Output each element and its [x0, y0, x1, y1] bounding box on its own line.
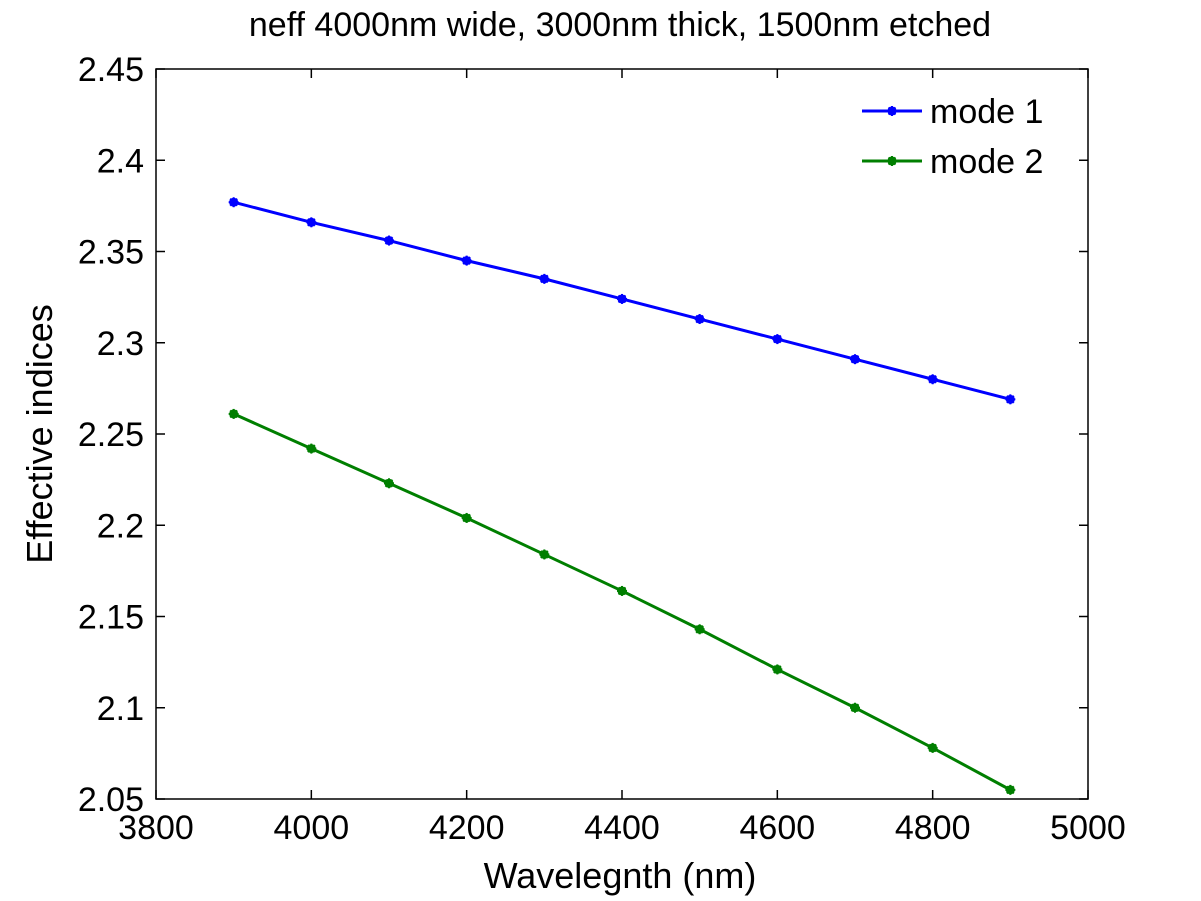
data-point [772, 334, 783, 345]
legend-marker [887, 156, 897, 166]
y-axis-label: Effective indices [19, 304, 60, 563]
y-tick-label: 2.35 [78, 234, 144, 272]
y-tick-label: 2.3 [97, 325, 144, 363]
y-tick-label: 2.2 [97, 507, 144, 545]
y-tick-label: 2.15 [78, 599, 144, 637]
x-tick-label: 3800 [118, 809, 194, 847]
data-point [228, 408, 239, 419]
y-tick-label: 2.1 [97, 690, 144, 728]
data-point [539, 273, 550, 284]
y-tick-label: 2.25 [78, 416, 144, 454]
x-tick-label: 4600 [740, 809, 816, 847]
legend: mode 1 mode 2 [862, 93, 1043, 181]
legend-item-1: mode 1 [862, 93, 1043, 131]
x-axis-ticks: 3800 4000 4200 4400 4600 4800 5000 [118, 69, 1126, 847]
data-point [850, 702, 860, 713]
x-tick-label: 4000 [274, 809, 350, 847]
legend-marker [887, 106, 897, 116]
y-tick-label: 2.45 [78, 51, 144, 89]
x-tick-label: 5000 [1050, 809, 1126, 847]
x-tick-label: 4400 [584, 809, 660, 847]
data-point [539, 549, 550, 560]
y-axis-ticks: 2.05 2.1 2.15 2.2 2.25 2.3 2.35 2.4 2.45 [78, 51, 1088, 819]
data-point [617, 293, 627, 304]
data-point [1005, 394, 1016, 405]
data-point [228, 197, 239, 208]
x-tick-label: 4800 [895, 809, 971, 847]
data-point [617, 585, 627, 596]
plot-area: 3800 4000 4200 4400 4600 4800 5000 2.05 2.1 2.15… [78, 51, 1126, 847]
legend-item-2: mode 2 [862, 143, 1043, 181]
data-point [306, 443, 317, 454]
data-point [461, 255, 472, 266]
x-tick-label: 4200 [429, 809, 505, 847]
x-axis-label: Wavelegnth (nm) [484, 855, 757, 896]
plot-frame [155, 68, 1089, 800]
legend-label: mode 2 [930, 143, 1043, 181]
y-tick-label: 2.05 [78, 781, 144, 819]
data-point [694, 314, 705, 325]
legend-label: mode 1 [930, 93, 1043, 131]
series-layer [228, 197, 1016, 795]
data-point [384, 478, 394, 489]
data-point [461, 512, 472, 523]
data-point [306, 217, 317, 228]
data-point [694, 624, 705, 635]
y-tick-label: 2.4 [97, 142, 144, 180]
data-point [927, 374, 938, 385]
chart-title: neff 4000nm wide, 3000nm thick, 1500nm e… [249, 6, 991, 44]
data-point [927, 742, 938, 753]
data-point [772, 664, 783, 675]
data-point [1005, 784, 1016, 795]
data-point [384, 235, 394, 246]
data-point [850, 354, 860, 365]
